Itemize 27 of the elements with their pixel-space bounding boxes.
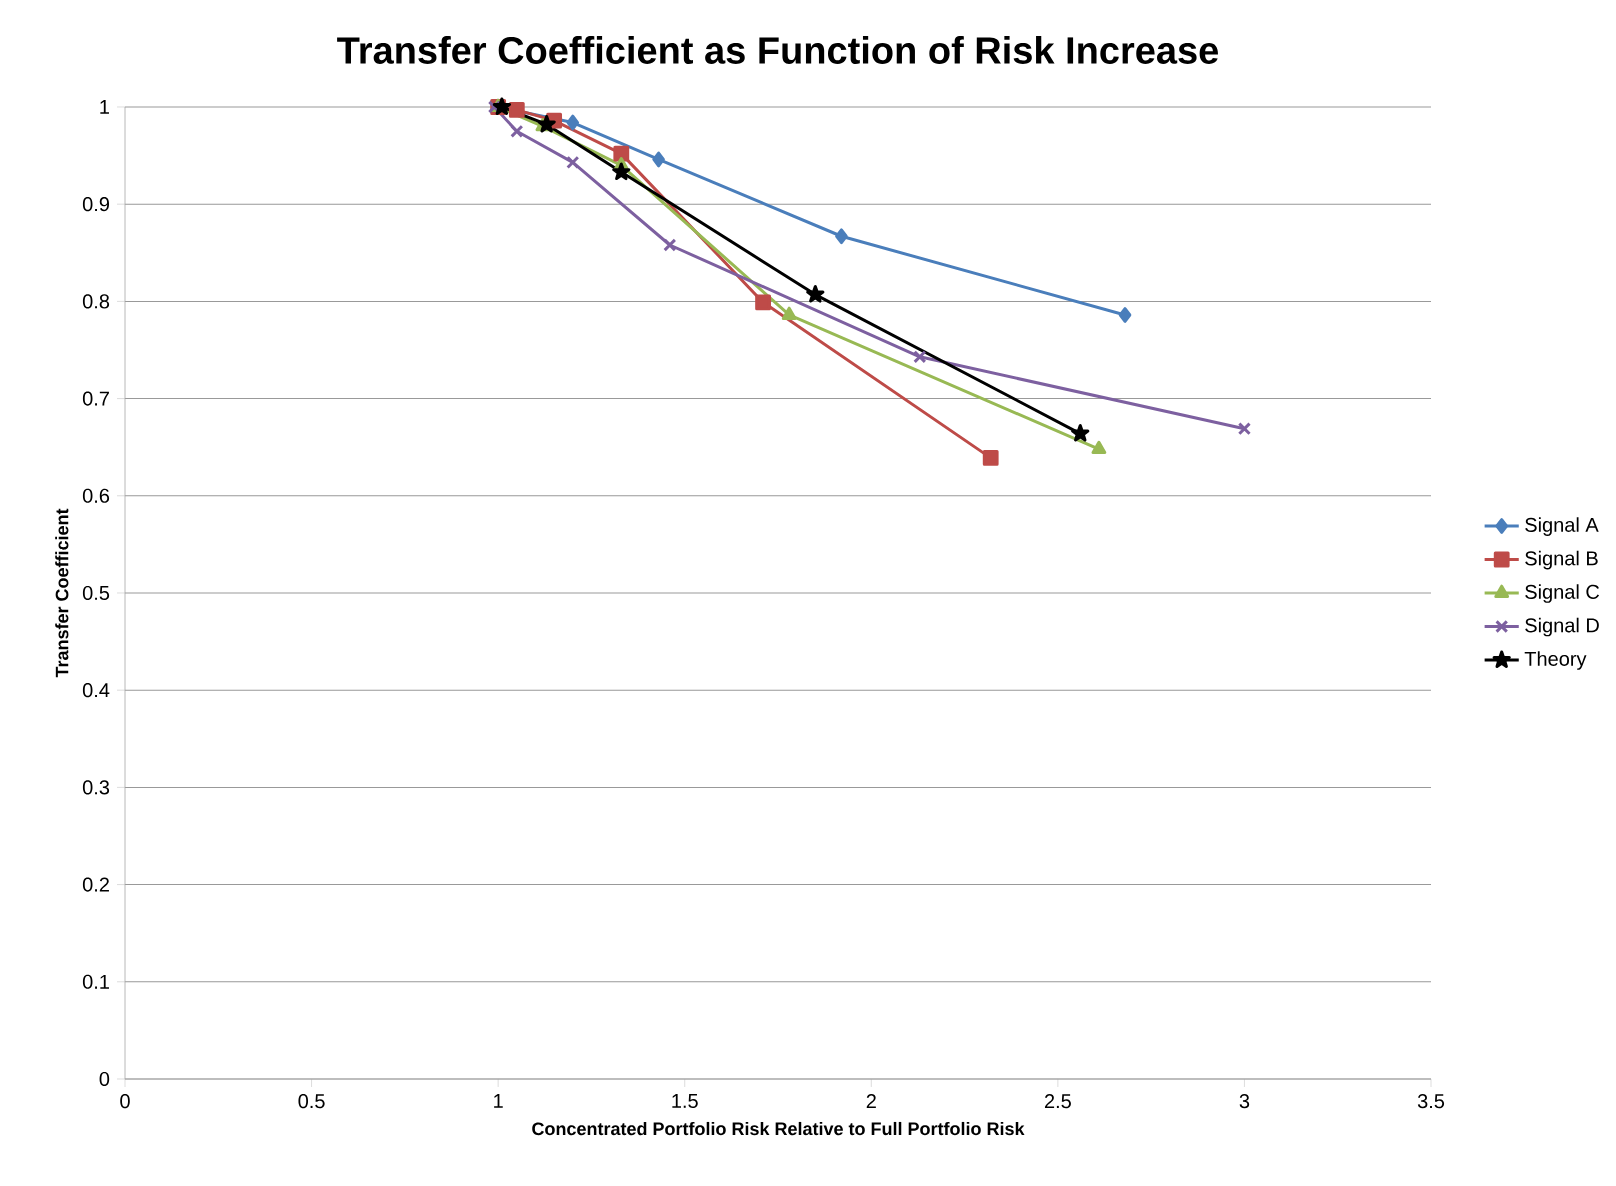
x-tick-label: 3.5 xyxy=(1417,1094,1445,1109)
y-tick-label: 0.1 xyxy=(82,974,109,989)
x-tick-label: 0 xyxy=(120,1094,130,1109)
legend-label: Signal B xyxy=(1525,550,1598,570)
y-tick-label: 0.9 xyxy=(82,197,110,212)
y-tick-label: 0.4 xyxy=(82,683,110,698)
chart-title: Transfer Coefficient as Function of Risk Increase xyxy=(337,36,1218,64)
x-tick-label: 2 xyxy=(866,1094,876,1109)
legend-label: Signal A xyxy=(1525,517,1599,536)
legend-label: Signal C xyxy=(1525,584,1600,603)
x-tick-label: 1 xyxy=(494,1094,503,1108)
y-tick-label: 1 xyxy=(100,100,109,114)
y-axis-title: Transfer Coefficient xyxy=(55,508,69,678)
x-tick-label: 2.5 xyxy=(1044,1094,1071,1109)
x-tick-label: 1.5 xyxy=(672,1094,698,1108)
x-tick-label: 0.5 xyxy=(298,1094,325,1109)
y-tick-label: 0.7 xyxy=(82,391,109,406)
y-tick-label: 0.6 xyxy=(82,488,110,503)
x-axis-title: Concentrated Portfolio Risk Relative to Full Portfolio Risk xyxy=(532,1121,1025,1136)
y-tick-label: 0.5 xyxy=(82,585,110,601)
legend-label: Theory xyxy=(1524,651,1587,670)
y-tick-label: 0.3 xyxy=(82,780,110,795)
legend-label: Signal D xyxy=(1525,617,1599,637)
y-tick-label: 0.2 xyxy=(82,877,109,892)
x-tick-label: 3 xyxy=(1239,1094,1250,1109)
y-tick-label: 0 xyxy=(99,1071,110,1087)
y-tick-label: 0.8 xyxy=(82,294,110,309)
